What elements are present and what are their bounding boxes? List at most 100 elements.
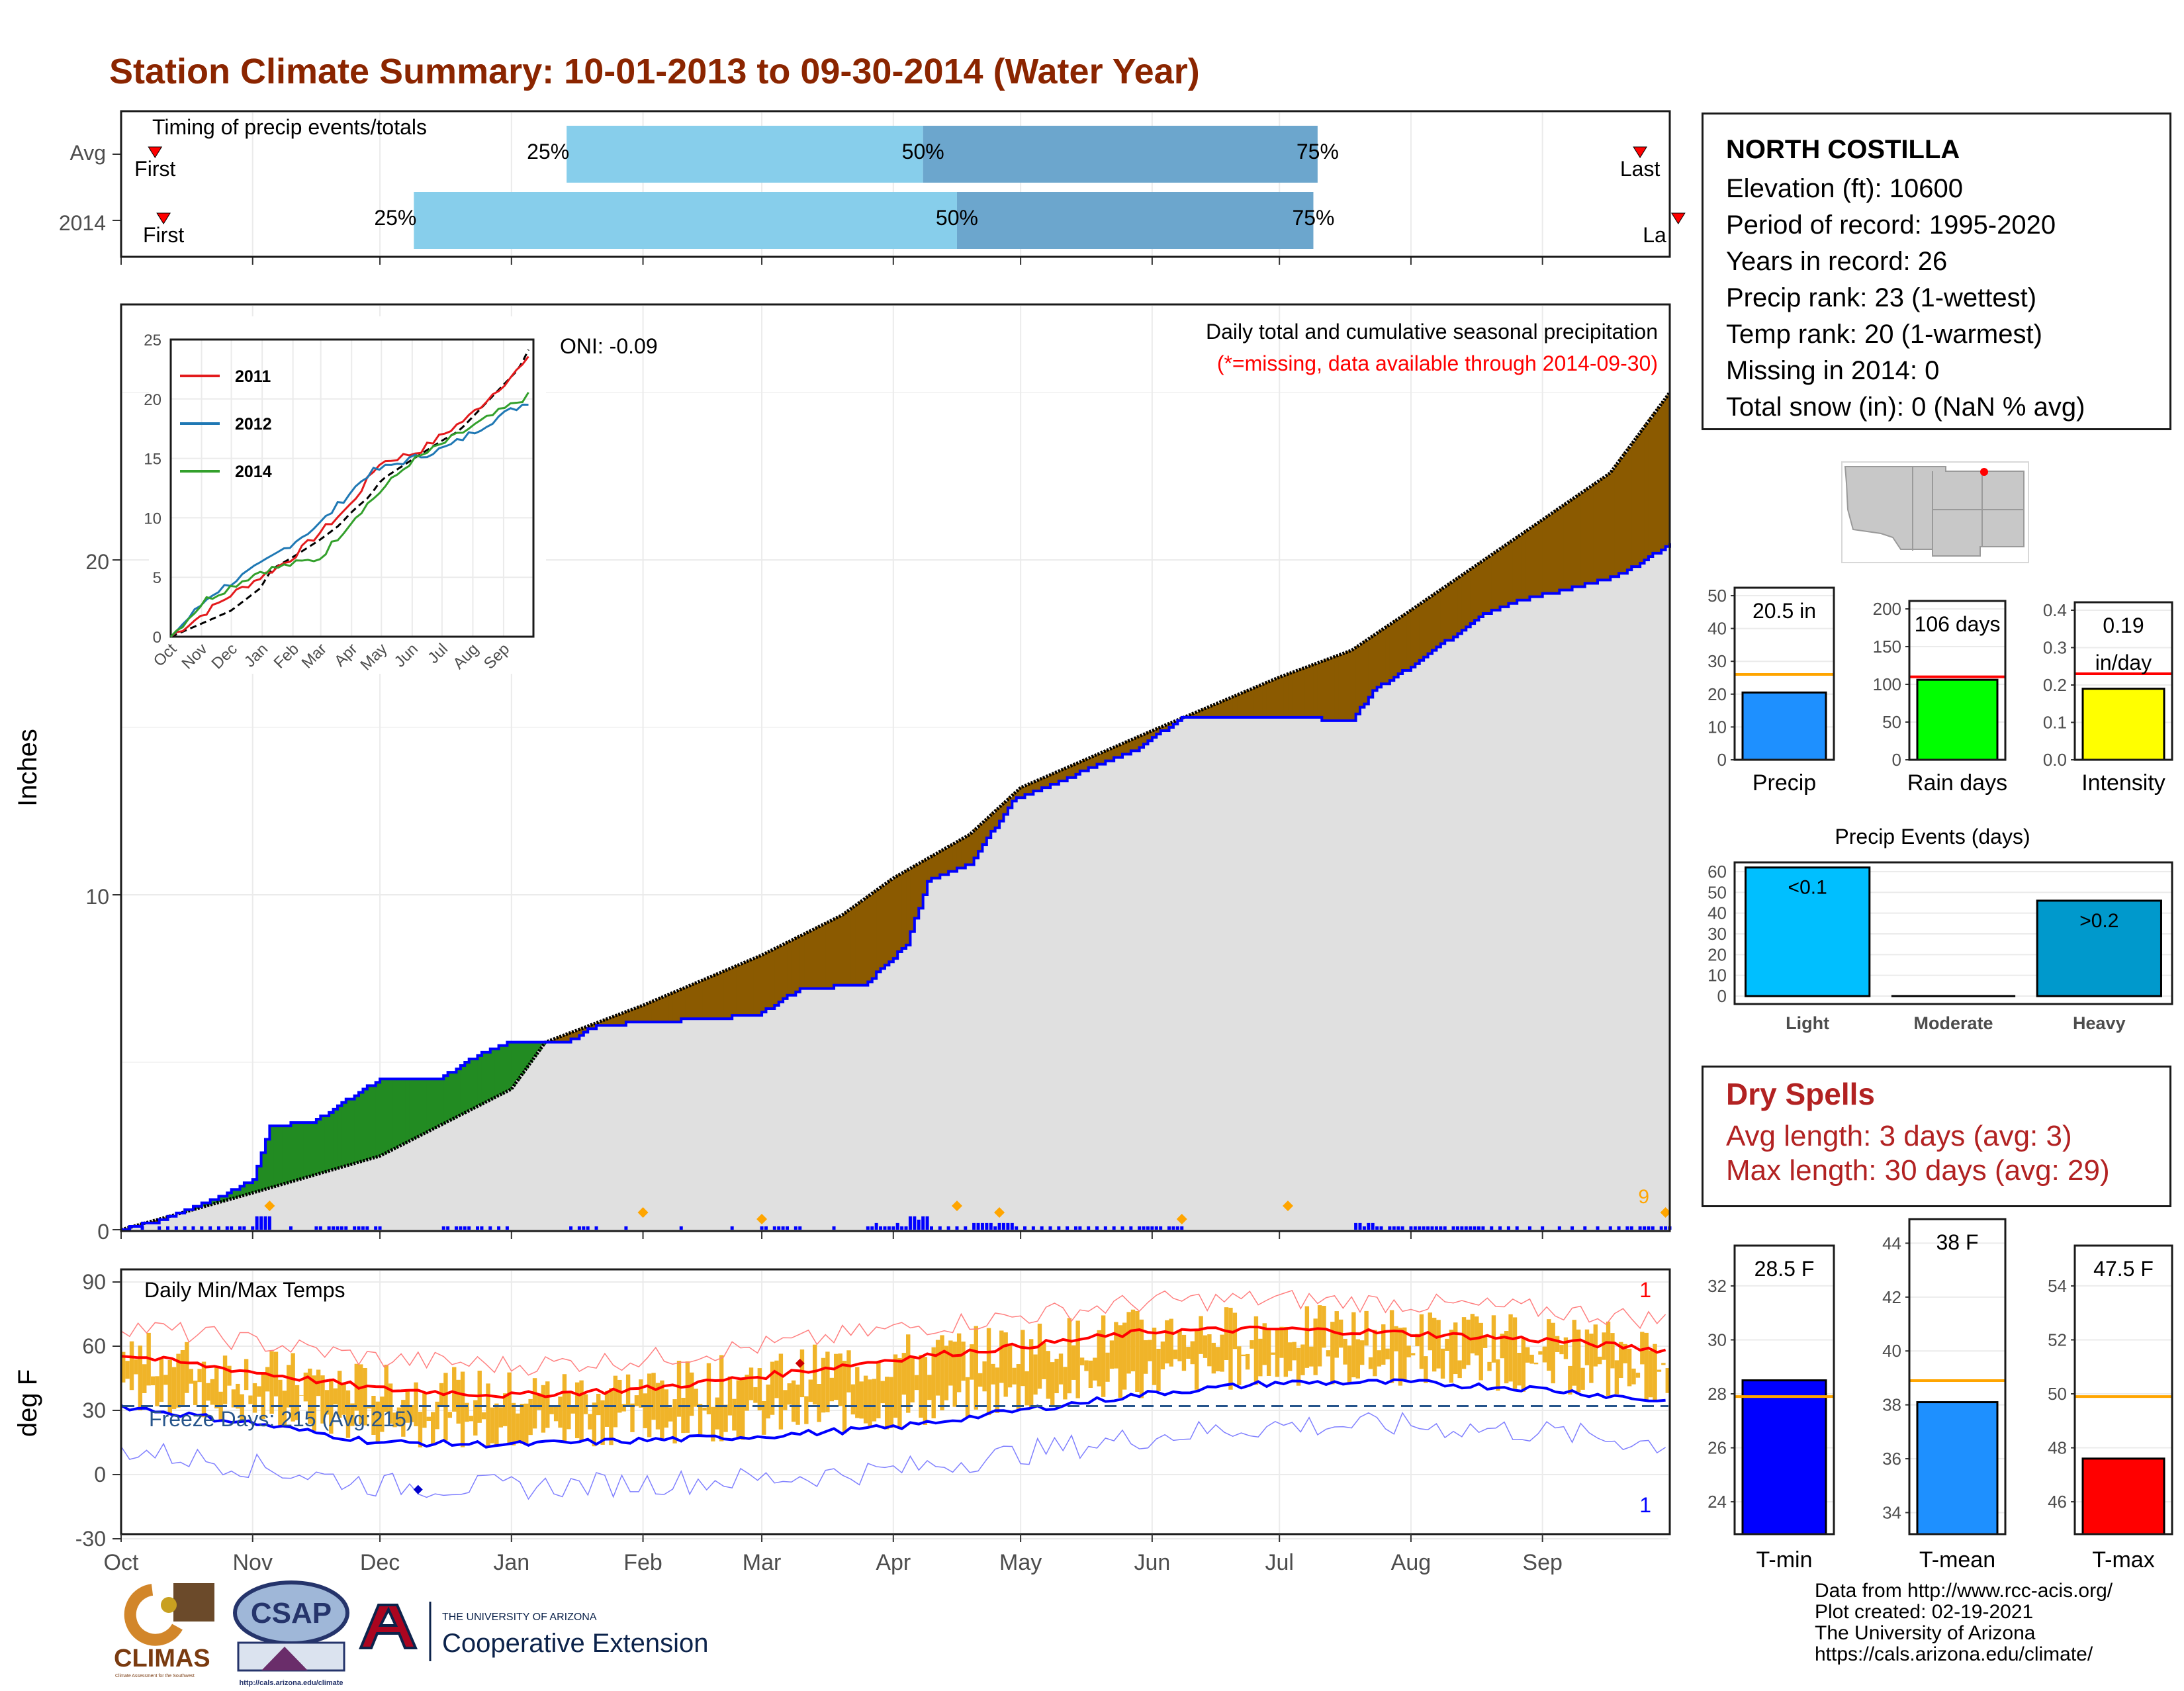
- daily-temp-bar: [1012, 1368, 1016, 1385]
- daily-temp-bar: [732, 1399, 736, 1431]
- daily-temp-bar: [214, 1367, 218, 1408]
- cumulative-diff-area: [274, 1126, 279, 1186]
- daily-temp-bar: [1364, 1311, 1368, 1346]
- cumulative-diff-area: [1263, 684, 1267, 717]
- daily-temp-bar: [1212, 1343, 1216, 1373]
- cumulative-diff-area: [1254, 687, 1259, 717]
- inset-ytick: 10: [144, 510, 161, 527]
- cumulative-diff-area: [494, 1049, 499, 1097]
- daily-temp-bar: [677, 1361, 681, 1417]
- daily-temp-bar: [1186, 1347, 1190, 1359]
- daily-temp-bar: [236, 1384, 240, 1408]
- cumulative-diff-area: [1267, 682, 1271, 717]
- cumulative-diff-area: [473, 1059, 478, 1107]
- daily-temp-bar: [893, 1354, 897, 1418]
- cumulative-diff-area: [325, 1116, 330, 1171]
- daily-temp-bar: [1237, 1346, 1241, 1385]
- daily-temp-bar: [1003, 1332, 1007, 1396]
- events-ytick: 30: [1707, 924, 1727, 944]
- daily-temp-bar: [919, 1355, 923, 1418]
- daily-temp-bar: [1538, 1351, 1542, 1355]
- daily-temp-bar: [1084, 1360, 1088, 1371]
- mini-ytick: 34: [1882, 1502, 1901, 1522]
- mini-ytick: 46: [2048, 1492, 2067, 1512]
- daily-temp-bar: [1462, 1317, 1466, 1369]
- daily-precip-bar: [1113, 1226, 1116, 1230]
- cumulative-diff-area: [1415, 606, 1420, 664]
- daily-temp-bar: [533, 1378, 537, 1428]
- daily-precip-bar: [1087, 1226, 1090, 1230]
- cumulative-diff-area: [855, 904, 860, 985]
- daily-precip-bar: [1095, 1226, 1099, 1230]
- daily-temp-bar: [1508, 1314, 1512, 1382]
- daily-temp-bar: [838, 1353, 842, 1406]
- daily-precip-bar: [624, 1226, 627, 1230]
- mini-ytick: 0.0: [2043, 750, 2067, 770]
- temp-title: Daily Min/Max Temps: [144, 1278, 345, 1302]
- daily-precip-bar: [1660, 1226, 1663, 1230]
- daily-temp-bar: [948, 1340, 952, 1385]
- daily-precip-bar: [993, 1226, 997, 1230]
- cumulative-diff-area: [414, 1079, 418, 1138]
- daily-temp-bar: [520, 1404, 524, 1443]
- daily-temp-bar: [1441, 1349, 1445, 1379]
- daily-precip-bar: [955, 1226, 958, 1230]
- month-label: Apr: [876, 1550, 911, 1575]
- daily-precip-bar: [480, 1226, 483, 1230]
- daily-temp-bar: [681, 1398, 685, 1433]
- mini-value-bar: [1917, 1402, 1997, 1534]
- daily-precip-bar: [259, 1216, 263, 1230]
- cumulative-diff-area: [1572, 498, 1577, 586]
- daily-temp-bar: [1585, 1330, 1589, 1365]
- daily-temp-bar: [1250, 1340, 1253, 1349]
- daily-temp-bar: [617, 1380, 621, 1413]
- daily-precip-bar: [1176, 1226, 1179, 1230]
- mini-axis-label: T-mean: [1919, 1547, 1995, 1573]
- cumulative-diff-area: [397, 1079, 402, 1146]
- daily-temp-bar: [927, 1375, 931, 1400]
- mini-ytick: 40: [1882, 1341, 1901, 1361]
- daily-precip-bar: [242, 1226, 246, 1230]
- daily-temp-bar: [936, 1340, 940, 1396]
- csap-logo: CSAP http://cals.arizona.edu/climate: [235, 1582, 347, 1687]
- cumulative-diff-area: [1424, 600, 1428, 657]
- cumulative-diff-area: [643, 1005, 648, 1023]
- cumulative-diff-area: [830, 920, 835, 988]
- daily-precip-bar: [1435, 1226, 1438, 1230]
- daily-precip-bar: [1359, 1223, 1362, 1230]
- events-ytick: 10: [1707, 966, 1727, 985]
- daily-temp-bar: [1483, 1336, 1487, 1348]
- cumulative-diff-area: [359, 1093, 363, 1162]
- mini-ytick: 50: [1707, 586, 1727, 606]
- cumulative-diff-area: [957, 841, 962, 868]
- cumulative-diff-area: [1292, 672, 1297, 717]
- temp-ylabel: deg F: [13, 1369, 42, 1437]
- daily-temp-bar: [1402, 1328, 1406, 1381]
- mini-value-bar: [1743, 1381, 1826, 1534]
- daily-temp-bar: [125, 1361, 129, 1379]
- daily-temp-bar: [1636, 1373, 1640, 1378]
- cumulative-diff-area: [1233, 696, 1238, 717]
- cumulative-diff-area: [320, 1116, 325, 1173]
- mini-ytick: 26: [1707, 1438, 1727, 1458]
- daily-temp-bar: [639, 1379, 643, 1408]
- daily-temp-bar: [1529, 1355, 1533, 1364]
- month-label: Feb: [623, 1550, 662, 1575]
- temp-ytick: 0: [94, 1463, 106, 1486]
- cumulative-diff-area: [1279, 676, 1284, 717]
- daily-temp-bar: [885, 1377, 889, 1429]
- daily-temp-bar: [1475, 1316, 1479, 1355]
- daily-temp-bar: [1513, 1317, 1517, 1389]
- cumulative-diff-area: [478, 1056, 482, 1105]
- cumulative-diff-area: [1275, 678, 1280, 717]
- cumulative-diff-area: [1559, 506, 1564, 590]
- daily-precip-bar: [985, 1223, 988, 1230]
- inset-ytick: 15: [144, 451, 161, 469]
- daily-precip-bar: [921, 1216, 925, 1230]
- daily-precip-bar: [1625, 1226, 1629, 1230]
- mini-value-bar: [1743, 692, 1826, 760]
- cumulative-diff-area: [520, 1042, 525, 1075]
- month-label: Mar: [743, 1550, 782, 1575]
- daily-temp-bar: [1144, 1340, 1148, 1374]
